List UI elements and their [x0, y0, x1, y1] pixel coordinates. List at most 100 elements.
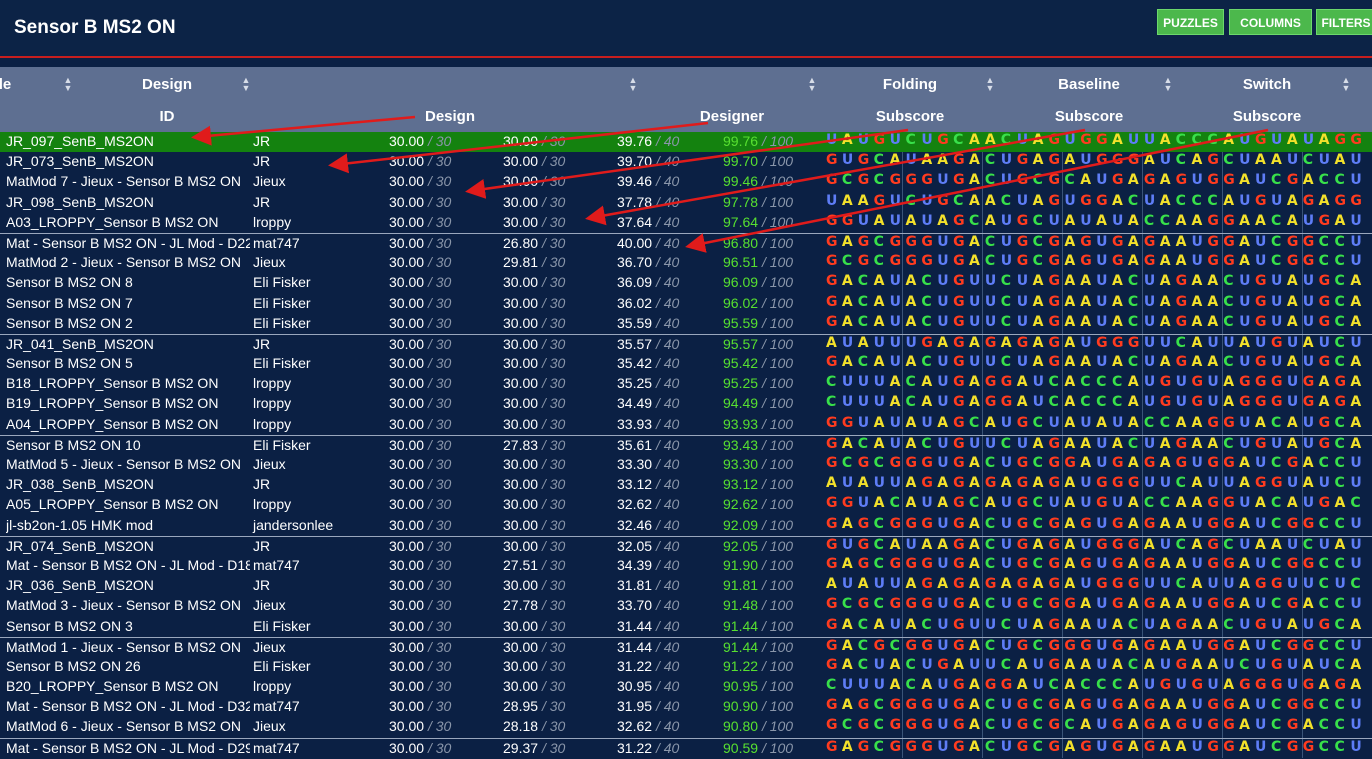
designer-name[interactable]: JR [253, 335, 271, 352]
sort-icon[interactable]: ▲ ▼ [628, 75, 638, 93]
sort-icon[interactable]: ▲ ▼ [807, 75, 817, 93]
designer-name[interactable]: JR [253, 193, 271, 210]
table-row[interactable]: MatMod 6 - Jieux - Sensor B MS2 ON Jieux 3… [0, 717, 1372, 737]
designer-name[interactable]: lroppy [253, 375, 292, 392]
designer-name[interactable]: JR [253, 153, 271, 170]
table-row[interactable]: Sensor B MS2 ON 10 Eli Fisker 30.00 / 30 27… [0, 434, 1372, 456]
header-id[interactable]: ID [159, 108, 175, 125]
table-row[interactable]: JR_097_SenB_MS2ON JR 30.00 / 30 30.00 / 30 3… [0, 132, 1372, 153]
design-id[interactable]: JR_074_SenB_MS2ON [6, 537, 154, 554]
designer-name[interactable]: Eli Fisker [253, 314, 311, 331]
design-id[interactable]: JR_038_SenB_MS2ON [6, 476, 154, 493]
design-id[interactable]: Mat - Sensor B MS2 ON - JL Mod - D18 [6, 556, 250, 573]
table-row[interactable]: A05_LROPPY_Sensor B MS2 ON lroppy 30.00 / … [0, 495, 1372, 515]
designer-name[interactable]: JR [253, 476, 271, 493]
columns-button[interactable]: COLUMNS [1229, 9, 1312, 35]
header-switch[interactable]: Switch [1242, 76, 1292, 93]
design-id[interactable]: Sensor B MS2 ON 26 [6, 657, 141, 674]
table-row[interactable]: JR_074_SenB_MS2ON JR 30.00 / 30 30.00 / 30 3… [0, 535, 1372, 556]
table-row[interactable]: JR_041_SenB_MS2ON JR 30.00 / 30 30.00 / 30 3… [0, 333, 1372, 355]
designer-name[interactable]: mat747 [253, 739, 300, 756]
designer-name[interactable]: mat747 [253, 234, 300, 251]
design-id[interactable]: jl-sb2on-1.05 HMK mod [6, 516, 154, 533]
design-id[interactable]: JR_097_SenB_MS2ON [6, 133, 154, 149]
table-row[interactable]: MatMod 5 - Jieux - Sensor B MS2 ON Jieux 3… [0, 455, 1372, 475]
designer-name[interactable]: JR [253, 577, 271, 594]
design-id[interactable]: MatMod 6 - Jieux - Sensor B MS2 ON [6, 718, 241, 735]
designer-name[interactable]: JR [253, 537, 271, 554]
table-row[interactable]: Sensor B MS2 ON 3 Eli Fisker 30.00 / 30 30.… [0, 617, 1372, 637]
table-row[interactable]: B19_LROPPY_Sensor B MS2 ON lroppy 30.00 / … [0, 394, 1372, 414]
design-id[interactable]: Mat - Sensor B MS2 ON - JL Mod - D29 [6, 739, 250, 756]
design-id[interactable]: MatMod 2 - Jieux - Sensor B MS2 ON [6, 254, 241, 271]
sort-icon[interactable]: ▲ ▼ [985, 75, 995, 93]
header-baseline-subscore[interactable]: Subscore [1054, 108, 1124, 125]
designer-name[interactable]: Eli Fisker [253, 436, 311, 453]
designer-name[interactable]: Eli Fisker [253, 355, 311, 372]
design-id[interactable]: Mat - Sensor B MS2 ON - JL Mod - D22 [6, 234, 250, 251]
table-row[interactable]: Sensor B MS2 ON 2 Eli Fisker 30.00 / 30 30.… [0, 314, 1372, 334]
designer-name[interactable]: Jieux [253, 597, 286, 614]
design-id[interactable]: A05_LROPPY_Sensor B MS2 ON [6, 496, 219, 513]
design-id[interactable]: A04_LROPPY_Sensor B MS2 ON [6, 415, 219, 432]
table-row[interactable]: MatMod 1 - Jieux - Sensor B MS2 ON Jieux 3… [0, 636, 1372, 657]
designer-name[interactable]: Jieux [253, 456, 286, 472]
designer-name[interactable]: lroppy [253, 496, 292, 513]
designer-name[interactable]: JR [253, 133, 271, 149]
design-id[interactable]: JR_098_SenB_MS2ON [6, 193, 154, 210]
design-id[interactable]: Sensor B MS2 ON 8 [6, 274, 133, 291]
design-id[interactable]: Sensor B MS2 ON 3 [6, 617, 133, 634]
design-id[interactable]: Sensor B MS2 ON 5 [6, 355, 133, 372]
table-row[interactable]: B20_LROPPY_Sensor B MS2 ON lroppy 30.00 / … [0, 677, 1372, 697]
table-row[interactable]: A04_LROPPY_Sensor B MS2 ON lroppy 30.00 / … [0, 415, 1372, 435]
table-row[interactable]: B18_LROPPY_Sensor B MS2 ON lroppy 30.00 / … [0, 374, 1372, 394]
table-row[interactable]: JR_098_SenB_MS2ON JR 30.00 / 30 30.00 / 30 3… [0, 193, 1372, 213]
table-row[interactable]: Mat - Sensor B MS2 ON - JL Mod - D18 mat7… [0, 556, 1372, 576]
designer-name[interactable]: jandersonlee [253, 516, 334, 533]
design-id[interactable]: JR_041_SenB_MS2ON [6, 335, 154, 352]
designer-name[interactable]: mat747 [253, 698, 300, 715]
header-design[interactable]: Design [141, 76, 193, 93]
table-row[interactable]: jl-sb2on-1.05 HMK mod jandersonlee 30.00 /… [0, 516, 1372, 536]
table-row[interactable]: Sensor B MS2 ON 5 Eli Fisker 30.00 / 30 30.… [0, 354, 1372, 374]
table-row[interactable]: JR_073_SenB_MS2ON JR 30.00 / 30 30.00 / 30 3… [0, 152, 1372, 172]
designer-name[interactable]: Eli Fisker [253, 617, 311, 634]
sort-icon[interactable]: ▲ ▼ [1163, 75, 1173, 93]
header-folding-subscore[interactable]: Subscore [875, 108, 945, 125]
header-folding[interactable]: Folding [882, 76, 938, 93]
puzzles-button[interactable]: PUZZLES [1157, 9, 1224, 35]
header-design-2[interactable]: Design [424, 108, 476, 125]
filters-button[interactable]: FILTERS [1316, 9, 1372, 35]
design-id[interactable]: JR_036_SenB_MS2ON [6, 577, 154, 594]
design-id[interactable]: B19_LROPPY_Sensor B MS2 ON [6, 395, 219, 412]
designer-name[interactable]: Eli Fisker [253, 294, 311, 311]
table-row[interactable]: Sensor B MS2 ON 7 Eli Fisker 30.00 / 30 30.… [0, 294, 1372, 314]
designer-name[interactable]: Eli Fisker [253, 657, 311, 674]
table-row[interactable]: Sensor B MS2 ON 26 Eli Fisker 30.00 / 30 30… [0, 657, 1372, 677]
designer-name[interactable]: Jieux [253, 718, 286, 735]
designer-name[interactable]: lroppy [253, 213, 292, 230]
table-row[interactable]: JR_038_SenB_MS2ON JR 30.00 / 30 30.00 / 30 3… [0, 475, 1372, 495]
table-row[interactable]: Mat - Sensor B MS2 ON - JL Mod - D29 mat7… [0, 737, 1372, 759]
